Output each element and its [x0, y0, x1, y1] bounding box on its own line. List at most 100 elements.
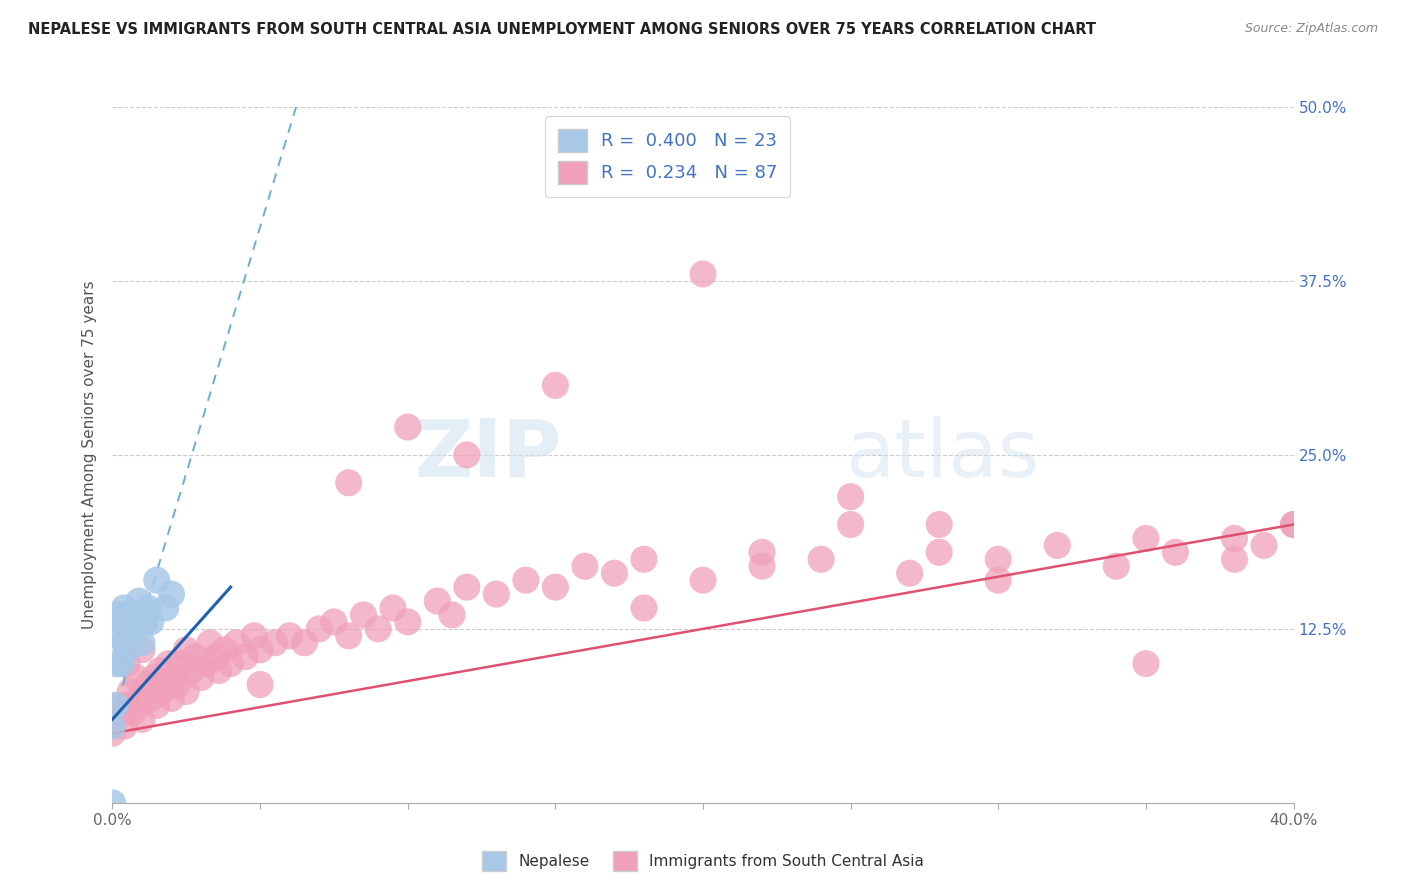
Point [110, 657, 132, 671]
Point [149, 664, 172, 678]
Point [174, 642, 197, 657]
Point [367, 622, 389, 636]
Point [131, 642, 153, 657]
Point [1223, 552, 1246, 566]
Point [122, 706, 145, 720]
Point [987, 552, 1010, 566]
Point [110, 615, 132, 629]
Point [104, 698, 127, 713]
Point [574, 559, 596, 574]
Point [142, 671, 165, 685]
Point [195, 657, 218, 671]
Point [160, 587, 183, 601]
Point [134, 615, 156, 629]
Point [169, 657, 191, 671]
Point [181, 664, 204, 678]
Text: NEPALESE VS IMMIGRANTS FROM SOUTH CENTRAL ASIA UNEMPLOYMENT AMONG SENIORS OVER 7: NEPALESE VS IMMIGRANTS FROM SOUTH CENTRA… [28, 22, 1097, 37]
Point [146, 573, 169, 587]
Point [128, 594, 150, 608]
Point [104, 657, 127, 671]
Point [122, 629, 145, 643]
Point [112, 636, 135, 650]
Point [544, 580, 567, 594]
Point [174, 684, 197, 698]
Point [456, 448, 478, 462]
Point [155, 677, 177, 691]
Point [544, 378, 567, 392]
Point [692, 267, 714, 281]
Point [117, 642, 138, 657]
Point [1135, 657, 1157, 671]
Point [603, 566, 626, 581]
Point [633, 552, 655, 566]
Point [120, 684, 142, 698]
Point [1223, 532, 1246, 546]
Point [278, 629, 301, 643]
Point [208, 664, 231, 678]
Text: atlas: atlas [845, 416, 1039, 494]
Point [160, 691, 183, 706]
Point [987, 573, 1010, 587]
Point [139, 691, 162, 706]
Point [214, 642, 236, 657]
Point [515, 573, 537, 587]
Point [190, 671, 212, 685]
Y-axis label: Unemployment Among Seniors over 75 years: Unemployment Among Seniors over 75 years [82, 281, 97, 629]
Point [898, 566, 921, 581]
Point [125, 671, 148, 685]
Point [152, 684, 174, 698]
Point [233, 649, 256, 664]
Point [205, 649, 228, 664]
Point [249, 642, 271, 657]
Point [751, 545, 773, 559]
Point [396, 420, 419, 434]
Point [107, 629, 129, 643]
Point [1282, 517, 1305, 532]
Point [225, 636, 247, 650]
Point [117, 657, 138, 671]
Point [107, 698, 129, 713]
Point [155, 601, 177, 615]
Point [839, 517, 862, 532]
Point [1105, 559, 1128, 574]
Point [166, 677, 188, 691]
Point [136, 677, 159, 691]
Point [441, 607, 464, 622]
Point [352, 607, 374, 622]
Point [456, 580, 478, 594]
Point [692, 573, 714, 587]
Point [219, 657, 242, 671]
Point [104, 712, 127, 726]
Point [101, 719, 124, 733]
Point [1135, 532, 1157, 546]
Point [117, 698, 138, 713]
Point [1046, 538, 1069, 552]
Point [264, 636, 287, 650]
Point [249, 677, 271, 691]
Point [751, 559, 773, 574]
Point [337, 475, 360, 490]
Legend: Nepalese, Immigrants from South Central Asia: Nepalese, Immigrants from South Central … [474, 844, 932, 879]
Point [243, 629, 266, 643]
Point [396, 615, 419, 629]
Point [485, 587, 508, 601]
Point [117, 607, 138, 622]
Point [184, 649, 207, 664]
Point [839, 490, 862, 504]
Point [323, 615, 346, 629]
Point [136, 601, 159, 615]
Point [131, 636, 153, 650]
Point [928, 517, 950, 532]
Point [101, 726, 124, 740]
Point [382, 601, 405, 615]
Point [139, 615, 162, 629]
Point [633, 601, 655, 615]
Point [928, 545, 950, 559]
Point [292, 636, 315, 650]
Point [1282, 517, 1305, 532]
Point [426, 594, 449, 608]
Point [125, 615, 148, 629]
Point [110, 706, 132, 720]
Point [107, 607, 129, 622]
Point [308, 622, 330, 636]
